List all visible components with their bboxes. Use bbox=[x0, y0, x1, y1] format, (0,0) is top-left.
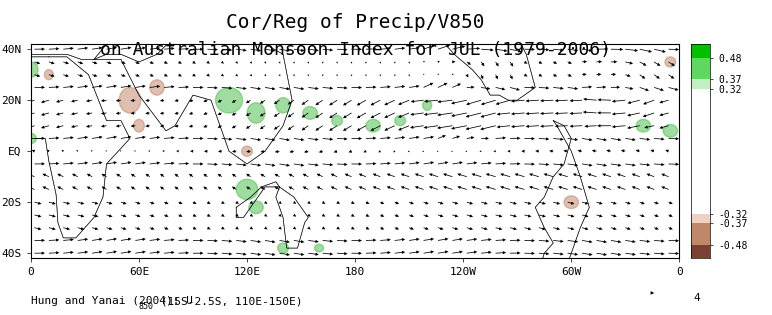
Bar bbox=[691, 245, 710, 315]
Ellipse shape bbox=[45, 70, 53, 80]
Ellipse shape bbox=[276, 98, 290, 113]
Bar bbox=[691, 79, 710, 89]
Bar bbox=[691, 223, 710, 245]
Text: (15S-2.5S, 110E-150E): (15S-2.5S, 110E-150E) bbox=[154, 296, 303, 306]
Ellipse shape bbox=[332, 116, 343, 126]
Ellipse shape bbox=[636, 119, 651, 132]
Ellipse shape bbox=[366, 119, 381, 132]
Ellipse shape bbox=[394, 116, 405, 126]
Bar bbox=[691, 214, 710, 223]
Bar bbox=[691, 0, 710, 58]
Ellipse shape bbox=[564, 196, 578, 209]
Ellipse shape bbox=[247, 103, 265, 123]
Ellipse shape bbox=[215, 88, 242, 113]
Ellipse shape bbox=[134, 119, 144, 132]
Ellipse shape bbox=[663, 124, 678, 137]
Ellipse shape bbox=[119, 88, 141, 113]
Ellipse shape bbox=[315, 244, 323, 252]
Bar bbox=[691, 58, 710, 79]
Text: 4: 4 bbox=[694, 293, 700, 303]
Ellipse shape bbox=[303, 106, 317, 119]
Ellipse shape bbox=[150, 80, 164, 95]
Ellipse shape bbox=[278, 243, 289, 253]
Ellipse shape bbox=[249, 201, 263, 214]
Bar bbox=[691, 89, 710, 214]
Text: 850: 850 bbox=[139, 302, 154, 312]
Ellipse shape bbox=[665, 57, 676, 67]
Text: Cor/Reg of Precip/V850: Cor/Reg of Precip/V850 bbox=[226, 13, 484, 32]
Text: on Australian Monsoon Index for JUL (1979-2006): on Australian Monsoon Index for JUL (197… bbox=[100, 41, 611, 59]
Ellipse shape bbox=[24, 62, 38, 77]
Ellipse shape bbox=[423, 100, 432, 110]
Ellipse shape bbox=[242, 146, 252, 156]
Text: Hung and Yanai (2004): U: Hung and Yanai (2004): U bbox=[31, 296, 193, 306]
Ellipse shape bbox=[25, 133, 36, 144]
Ellipse shape bbox=[236, 179, 258, 200]
